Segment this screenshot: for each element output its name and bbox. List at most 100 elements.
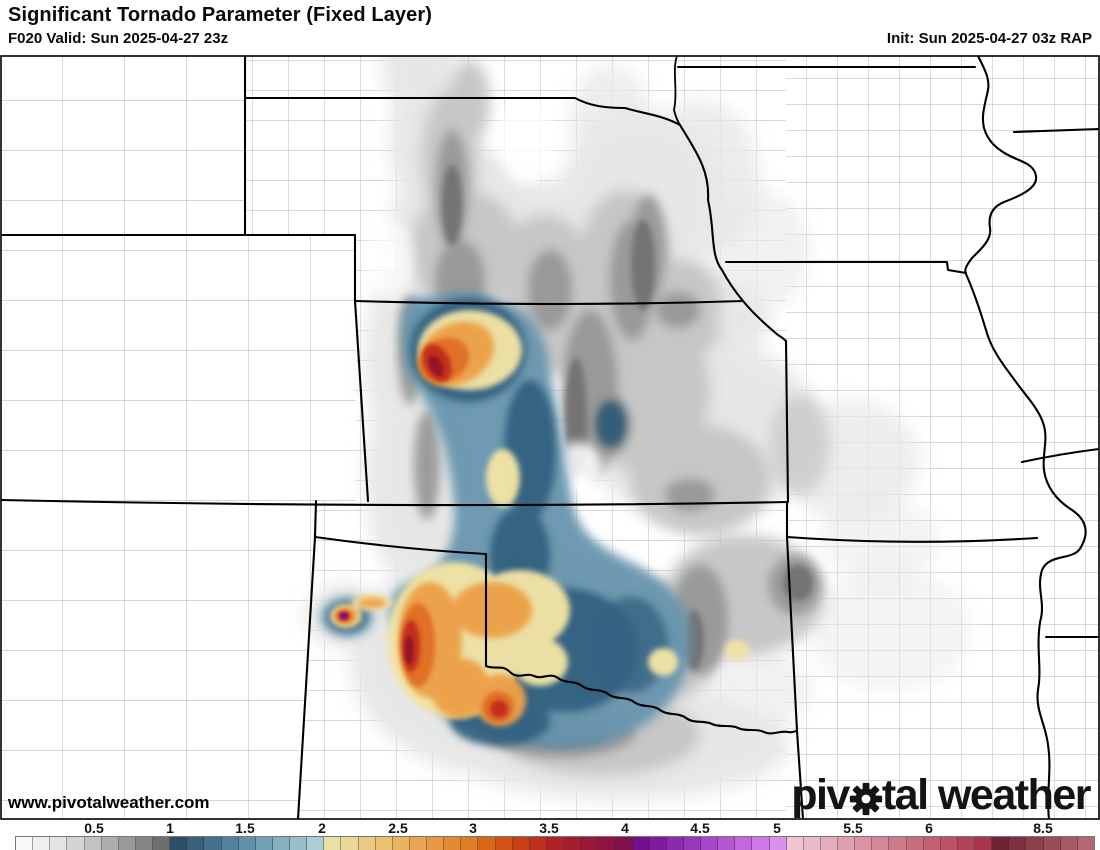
colorbar-cell [975, 837, 993, 850]
brand-logo: piv tal weather [791, 771, 1091, 819]
colorbar-cell [564, 837, 582, 850]
river-mississippi [964, 56, 1087, 819]
colorbar-cell [649, 837, 667, 850]
colorbar-tick-label: 3.5 [539, 820, 559, 836]
colorbar-tick-label: 4 [621, 820, 629, 836]
colorbar-cell [940, 837, 958, 850]
colorbar-cell [872, 837, 890, 850]
colorbar-cell [170, 837, 188, 850]
colorbar-cell [50, 837, 68, 850]
colorbar-cell [957, 837, 975, 850]
colorbar-cell [581, 837, 599, 850]
colorbar-cell [478, 837, 496, 850]
colorbar-cell [1060, 837, 1078, 850]
colorbar-cell [324, 837, 342, 850]
colorbar-cell [1077, 837, 1094, 850]
gear-icon [849, 782, 883, 815]
border-missouri-arkansas [785, 535, 1039, 543]
colorbar-cell [444, 837, 462, 850]
river-missouri [678, 123, 788, 343]
border-oklahoma-arkansas [785, 535, 799, 733]
colorbar-cell [701, 837, 719, 850]
colorbar-labels: 0.5 1 1.5 2 2.5 3 3.5 4 4.5 5 5.5 6 8.5 [0, 820, 1100, 836]
colorbar-tick-label: 5 [773, 820, 781, 836]
colorbar-cell [461, 837, 479, 850]
colorbar-cell [906, 837, 924, 850]
border-texas-arkansas [795, 729, 805, 819]
state-borders [1, 56, 1099, 819]
colorbar-tick-label: 6 [925, 820, 933, 836]
border-kansas-missouri [784, 339, 790, 504]
colorbar-cell [512, 837, 530, 850]
colorbar-cell [255, 837, 273, 850]
colorbar-cell [803, 837, 821, 850]
colorbar-cell [1009, 837, 1027, 850]
colorbar-cell [889, 837, 907, 850]
colorbar-cell [221, 837, 239, 850]
colorbar-tick-label: 1 [166, 820, 174, 836]
colorbar-cell [529, 837, 547, 850]
colorbar-cell [204, 837, 222, 850]
map-frame [0, 55, 1100, 820]
colorbar-cell [101, 837, 119, 850]
colorbar-cell [375, 837, 393, 850]
valid-time-label: F020 Valid: Sun 2025-04-27 23z [8, 30, 229, 47]
colorbar-cell [923, 837, 941, 850]
stp-shading [305, 56, 970, 800]
colorbar-cell [1043, 837, 1061, 850]
colorbar-tick-label: 2.5 [388, 820, 408, 836]
border-iowa-missouri [724, 260, 968, 275]
border-nebraska-kansas [353, 299, 745, 306]
border-ok-panhandle-west [313, 499, 318, 539]
border-illinois-kentucky [1020, 447, 1099, 464]
colorbar-cell [752, 837, 770, 850]
colorbar-cell [307, 837, 325, 850]
colorbar: 0.5 1 1.5 2 2.5 3 3.5 4 4.5 5 5.5 6 8.5 [0, 820, 1100, 850]
colorbar-cell [84, 837, 102, 850]
colorbar-cell [16, 837, 34, 850]
colorbar-cell [718, 837, 736, 850]
colorbar-cell [786, 837, 804, 850]
colorbar-cell [341, 837, 359, 850]
border-colorado-kansas [353, 299, 370, 503]
logo-text-pre: piv [791, 771, 850, 819]
colorbar-cell [769, 837, 787, 850]
colorbar-cells [15, 836, 1095, 850]
colorbar-cell [1026, 837, 1044, 850]
white-pockets [365, 95, 602, 494]
header: Significant Tornado Parameter (Fixed Lay… [0, 0, 1100, 55]
colorbar-cell [495, 837, 513, 850]
colorbar-tick-label: 1.5 [235, 820, 255, 836]
colorbar-cell [735, 837, 753, 850]
colorbar-cell [409, 837, 427, 850]
colorbar-cell [855, 837, 873, 850]
colorbar-cell [666, 837, 684, 850]
colorbar-cell [392, 837, 410, 850]
border-newmexico-texas [296, 535, 317, 819]
colorbar-cell [838, 837, 856, 850]
colorbar-cell [290, 837, 308, 850]
colorbar-tick-label: 8.5 [1033, 820, 1053, 836]
river-red [484, 664, 799, 735]
colorbar-cell [615, 837, 633, 850]
border-sd-nebraska [243, 96, 682, 127]
colorbar-cell [238, 837, 256, 850]
site-watermark: www.pivotalweather.com [8, 793, 210, 812]
river-big-sioux [673, 56, 681, 126]
colorbar-cell [820, 837, 838, 850]
colorbar-tick-label: 2 [318, 820, 326, 836]
colorbar-cell [118, 837, 136, 850]
colorbar-cell [546, 837, 564, 850]
colorbar-tick-label: 3 [469, 820, 477, 836]
band-purple [340, 612, 348, 620]
colorbar-cell [272, 837, 290, 850]
colorbar-cell [187, 837, 205, 850]
colorbar-cell [67, 837, 85, 850]
colorbar-cell [992, 837, 1010, 850]
band-dark-red [404, 355, 444, 664]
colorbar-tick-label: 5.5 [843, 820, 863, 836]
colorbar-cell [358, 837, 376, 850]
border-37n [1, 498, 789, 507]
